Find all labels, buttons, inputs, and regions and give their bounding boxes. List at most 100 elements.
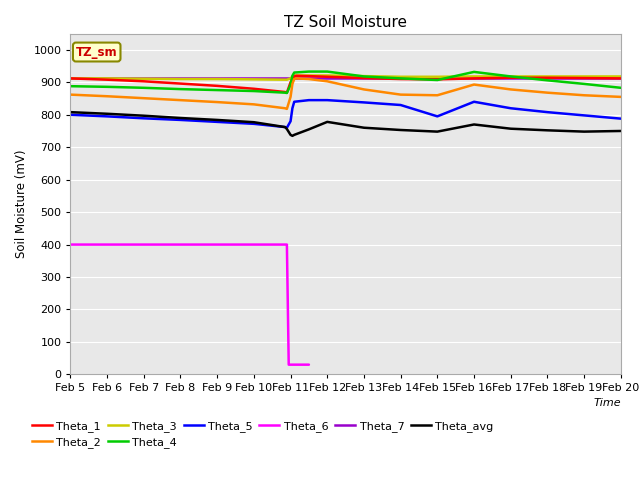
Theta_4 [433, 77, 441, 83]
Theta_7 [250, 75, 258, 81]
Theta_2 [305, 76, 313, 82]
Theta_6 [305, 362, 313, 368]
Theta_4 [617, 85, 625, 91]
Theta_5 [287, 119, 294, 124]
Theta_5 [397, 102, 404, 108]
Theta_5 [507, 106, 515, 111]
Theta_4 [289, 73, 296, 79]
Theta_7 [287, 75, 294, 81]
Theta_3 [580, 73, 588, 79]
Theta_4 [580, 81, 588, 87]
Theta_7 [177, 75, 184, 81]
Theta_1 [305, 73, 313, 79]
Theta_1 [323, 74, 331, 80]
Theta_1 [291, 73, 298, 79]
Theta_3 [250, 76, 258, 82]
Theta_4 [305, 69, 313, 74]
Theta_1 [140, 78, 148, 84]
Theta_5 [103, 113, 111, 119]
Theta_7 [140, 75, 148, 81]
Theta_7 [103, 75, 111, 81]
Line: Theta_5: Theta_5 [70, 100, 621, 128]
Theta_avg [323, 119, 331, 125]
Theta_5 [543, 109, 551, 115]
Line: Theta_3: Theta_3 [70, 75, 621, 80]
Theta_5 [580, 112, 588, 118]
Theta_avg [67, 109, 74, 115]
Theta_3 [470, 73, 478, 79]
Text: TZ_sm: TZ_sm [76, 46, 118, 59]
Theta_4 [287, 82, 294, 88]
Theta_avg [291, 132, 298, 138]
Theta_4 [507, 73, 515, 79]
Theta_avg [305, 126, 313, 132]
Theta_3 [103, 75, 111, 81]
Theta_7 [397, 75, 404, 81]
Theta_avg [580, 129, 588, 134]
Theta_4 [397, 75, 404, 81]
Theta_5 [323, 97, 331, 103]
Theta_avg [397, 127, 404, 133]
Theta_3 [177, 76, 184, 82]
Theta_5 [283, 125, 291, 131]
Theta_5 [305, 97, 313, 103]
Theta_2 [617, 94, 625, 100]
Theta_1 [213, 83, 221, 89]
Theta_avg [281, 124, 289, 130]
Theta_2 [470, 82, 478, 87]
Theta_7 [617, 75, 625, 81]
Theta_3 [140, 76, 148, 82]
Theta_7 [507, 75, 515, 81]
Theta_2 [292, 75, 300, 81]
Theta_1 [281, 89, 289, 95]
Theta_5 [291, 99, 298, 105]
Theta_4 [543, 77, 551, 83]
Theta_avg [140, 113, 148, 119]
Theta_2 [289, 81, 296, 87]
Theta_5 [250, 121, 258, 127]
Theta_3 [281, 77, 289, 83]
Theta_2 [397, 92, 404, 97]
Theta_5 [177, 117, 184, 123]
Theta_1 [292, 73, 300, 79]
Theta_4 [177, 86, 184, 92]
Theta_avg [287, 132, 294, 138]
Theta_7 [213, 75, 221, 81]
Theta_3 [617, 73, 625, 79]
Theta_4 [103, 84, 111, 90]
Theta_5 [433, 113, 441, 119]
Theta_4 [470, 69, 478, 75]
Theta_5 [360, 99, 368, 105]
Line: Theta_2: Theta_2 [70, 78, 621, 109]
Theta_5 [281, 124, 289, 130]
Theta_2 [67, 92, 74, 97]
Theta_1 [617, 75, 625, 81]
Theta_2 [140, 96, 148, 101]
Theta_1 [433, 76, 441, 82]
Theta_2 [283, 106, 291, 112]
Theta_1 [250, 86, 258, 92]
Text: Time: Time [593, 398, 621, 408]
Theta_3 [323, 72, 331, 78]
Theta_7 [67, 75, 74, 81]
Theta_avg [213, 117, 221, 123]
Theta_1 [289, 76, 296, 82]
Theta_2 [287, 94, 294, 100]
Legend: Theta_1, Theta_2, Theta_3, Theta_4, Theta_5, Theta_6, Theta_7, Theta_avg: Theta_1, Theta_2, Theta_3, Theta_4, Thet… [32, 421, 493, 448]
Theta_4 [291, 70, 298, 75]
Theta_1 [67, 75, 74, 81]
Theta_1 [103, 77, 111, 83]
Theta_1 [360, 75, 368, 81]
Y-axis label: Soil Moisture (mV): Soil Moisture (mV) [15, 150, 28, 258]
Title: TZ Soil Moisture: TZ Soil Moisture [284, 15, 407, 30]
Line: Theta_4: Theta_4 [70, 72, 621, 93]
Theta_3 [287, 75, 294, 81]
Theta_7 [470, 75, 478, 81]
Theta_3 [507, 73, 515, 79]
Theta_3 [305, 72, 313, 78]
Theta_7 [433, 75, 441, 81]
Theta_1 [287, 79, 294, 85]
Theta_3 [291, 72, 298, 78]
Theta_3 [67, 75, 74, 81]
Theta_1 [397, 76, 404, 82]
